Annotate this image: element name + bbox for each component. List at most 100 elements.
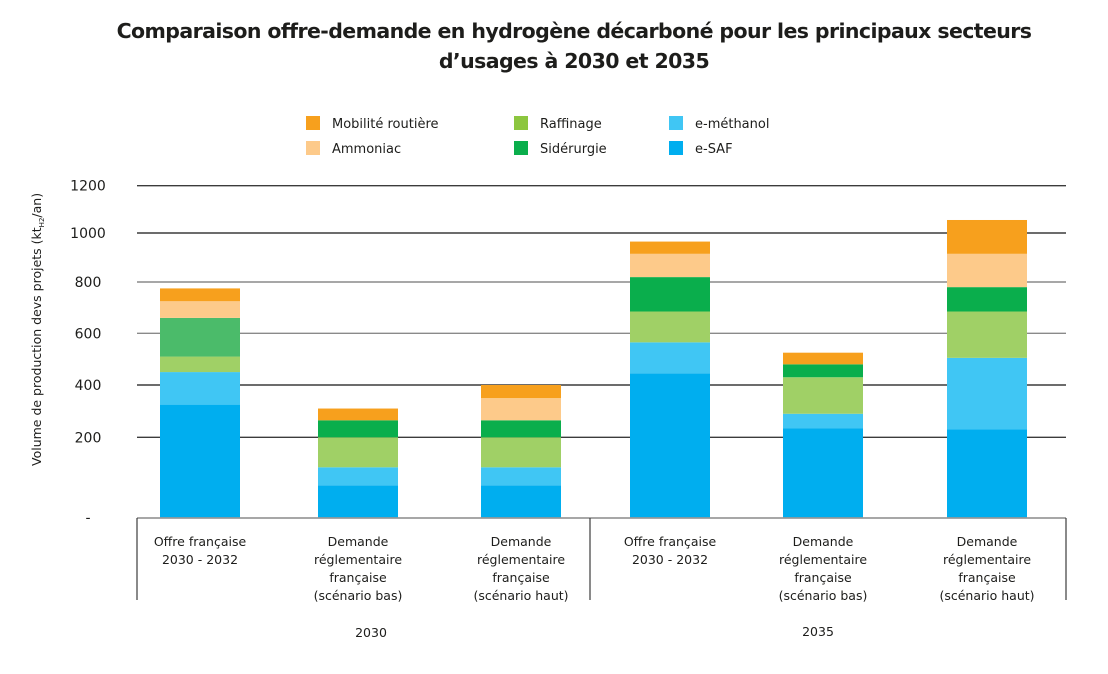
- legend-swatch: [306, 141, 320, 155]
- bar-stack: [318, 408, 398, 518]
- legend-item: Raffinage: [514, 116, 602, 132]
- x-axis-categories: Offre française 2030 - 2032 Demande régleme…: [154, 534, 1035, 603]
- category-label-line: française: [794, 570, 852, 585]
- bar-segment-raffinage: [318, 437, 398, 468]
- legend-label: Raffinage: [540, 117, 602, 132]
- y-tick-label: -: [85, 510, 90, 526]
- category-label: Demande réglementaire française (scénario h…: [473, 534, 568, 603]
- bar-segment-ammoniac: [947, 253, 1027, 288]
- bar-segment-sid-rurgie: [783, 364, 863, 378]
- bar-stack: [481, 385, 561, 518]
- legend-item: e-SAF: [669, 141, 733, 157]
- category-label-line: 2030 - 2032: [162, 552, 238, 567]
- bar-segment-raffinage: [783, 377, 863, 414]
- group-label: 2030: [355, 625, 387, 640]
- bar-segment-ammoniac: [630, 253, 710, 278]
- legend-label: e-SAF: [695, 142, 733, 157]
- category-label-line: française: [958, 570, 1016, 585]
- bar-segment-e-saf: [630, 373, 710, 518]
- bar-stack: [783, 352, 863, 518]
- category-label-line: Demande: [491, 534, 552, 549]
- bar-segment-ammoniac: [160, 301, 240, 318]
- bar-segment-mobilit-routi-re: [160, 288, 240, 302]
- bar-segment-ammoniac: [481, 398, 561, 421]
- category-label-line: (scénario haut): [939, 588, 1034, 603]
- category-label-line: réglementaire: [943, 552, 1031, 567]
- bar-stack: [947, 219, 1027, 518]
- y-tick-label: 1000: [70, 226, 106, 242]
- legend-swatch: [669, 116, 683, 130]
- category-label-line: réglementaire: [779, 552, 867, 567]
- y-axis-title-suffix: /an): [29, 193, 44, 218]
- bar-segment-raffinage: [947, 311, 1027, 358]
- y-tick-label: 600: [75, 326, 102, 342]
- bar-segment-mobilit-routi-re: [318, 408, 398, 421]
- chart-title-line: Comparaison offre-demande en hydrogène d…: [117, 19, 1032, 43]
- category-label-line: Demande: [957, 534, 1018, 549]
- category-label: Demande réglementaire française (scénario b…: [314, 534, 403, 603]
- legend-swatch: [669, 141, 683, 155]
- bar-segment-e-m-thanol: [160, 372, 240, 405]
- category-label-line: Demande: [793, 534, 854, 549]
- bar-segment-e-m-thanol: [947, 357, 1027, 430]
- y-axis-title-main: Volume de production devs projets (kt: [29, 227, 44, 466]
- legend-label: e-méthanol: [695, 117, 769, 132]
- category-label-line: française: [329, 570, 387, 585]
- legend-item: Ammoniac: [306, 141, 401, 157]
- y-axis-title: Volume de production devs projets (ktH2/…: [29, 193, 46, 466]
- bar-segment-e-m-thanol: [318, 467, 398, 486]
- legend-swatch: [306, 116, 320, 130]
- legend-swatch: [514, 116, 528, 130]
- gridlines: [137, 184, 1066, 438]
- bar-segment-mobilit-routi-re: [481, 385, 561, 399]
- category-label: Offre française 2030 - 2032: [624, 534, 717, 567]
- legend-label: Sidérurgie: [540, 142, 607, 157]
- group-label: 2035: [802, 624, 834, 639]
- bar-segment-sid-rurgie: [481, 420, 561, 438]
- legend: Mobilité routière Ammoniac Raffinage Sidéru…: [306, 116, 769, 157]
- bar-segment-mobilit-routi-re: [783, 352, 863, 365]
- y-axis-ticks: 1200 1000 800 600 400 200 -: [70, 179, 106, 527]
- legend-item: e-méthanol: [669, 116, 769, 132]
- chart-title-line: d’usages à 2030 et 2035: [439, 49, 709, 73]
- bar-stack: [630, 241, 710, 518]
- bar-segment-sid-rurgie: [947, 287, 1027, 312]
- bar-segment-raffinage: [630, 311, 710, 343]
- bar-segment-e-saf: [160, 404, 240, 518]
- x-axis-groups: 2030 2035: [355, 624, 834, 640]
- category-label-line: réglementaire: [477, 552, 565, 567]
- category-label: Demande réglementaire française (scénario h…: [939, 534, 1034, 603]
- bars: [160, 219, 1027, 518]
- bar-segment-raffinage: [481, 437, 561, 468]
- category-label-line: Offre française: [154, 534, 247, 549]
- y-tick-label: 1200: [70, 179, 106, 195]
- bar-segment-mobilit-routi-re: [630, 241, 710, 254]
- category-label-line: Demande: [328, 534, 389, 549]
- bar-segment-e-m-thanol: [783, 413, 863, 429]
- category-label-line: (scénario bas): [779, 588, 868, 603]
- chart-title: Comparaison offre-demande en hydrogène d…: [117, 19, 1033, 73]
- bar-segment-sid-rurgie: [160, 317, 240, 357]
- legend-item: Mobilité routière: [306, 116, 439, 132]
- bar-segment-e-m-thanol: [630, 342, 710, 374]
- bar-segment-e-saf: [783, 428, 863, 518]
- legend-swatch: [514, 141, 528, 155]
- bar-segment-sid-rurgie: [630, 277, 710, 312]
- legend-item: Sidérurgie: [514, 141, 607, 157]
- category-label: Offre française 2030 - 2032: [154, 534, 247, 567]
- y-axis-title-subscript: H2: [38, 218, 46, 228]
- category-label-line: (scénario bas): [314, 588, 403, 603]
- y-axis-label: Volume de production devs projets (ktH2/…: [29, 193, 46, 466]
- bar-segment-mobilit-routi-re: [947, 219, 1027, 254]
- bar-segment-raffinage: [160, 356, 240, 373]
- category-label: Demande réglementaire française (scénario b…: [779, 534, 868, 603]
- category-label-line: Offre française: [624, 534, 717, 549]
- bar-segment-sid-rurgie: [318, 420, 398, 438]
- category-label-line: 2030 - 2032: [632, 552, 708, 567]
- category-label-line: réglementaire: [314, 552, 402, 567]
- bar-segment-e-saf: [947, 429, 1027, 518]
- bar-segment-e-m-thanol: [481, 467, 561, 486]
- category-label-line: (scénario haut): [473, 588, 568, 603]
- y-tick-label: 800: [75, 275, 102, 291]
